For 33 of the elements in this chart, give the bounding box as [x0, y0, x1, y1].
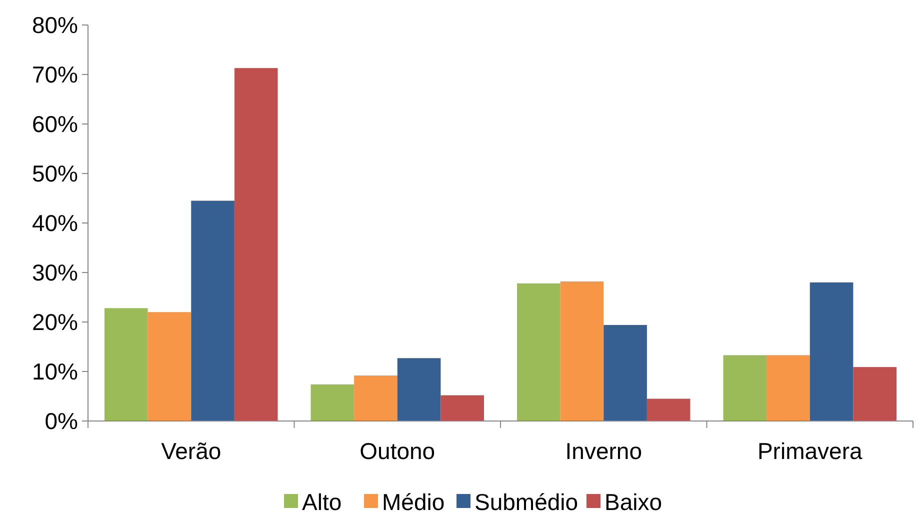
y-tick-label: 80% [32, 12, 78, 38]
bar [104, 308, 148, 421]
bar [191, 200, 234, 421]
legend-label: Submédio [474, 489, 578, 515]
x-tick-label: Outono [360, 438, 436, 464]
y-tick-label: 40% [32, 210, 78, 236]
x-tick-label: Inverno [565, 438, 642, 464]
bar [148, 312, 192, 421]
x-tick-label: Verão [161, 438, 222, 464]
x-tick-label: Primavera [757, 438, 862, 464]
legend-label: Baixo [604, 489, 662, 515]
bar [560, 281, 604, 421]
bar [517, 283, 560, 421]
bar [646, 398, 690, 421]
legend-label: Médio [382, 489, 445, 515]
bar [604, 324, 647, 421]
bar [766, 355, 810, 421]
y-tick-label: 0% [44, 408, 78, 434]
bar [440, 395, 484, 421]
bar [810, 282, 854, 421]
y-tick-label: 20% [32, 309, 78, 336]
bar [310, 384, 354, 421]
y-tick-label: 50% [32, 160, 78, 187]
bar [397, 358, 441, 421]
bar [234, 68, 278, 421]
legend-label: Alto [302, 489, 342, 515]
y-tick-label: 10% [32, 358, 78, 385]
y-tick-label: 60% [32, 111, 78, 138]
y-tick-label: 70% [32, 62, 78, 88]
y-tick-label: 30% [32, 260, 78, 286]
bar [723, 355, 767, 421]
bar [354, 375, 398, 421]
bar [853, 367, 896, 421]
